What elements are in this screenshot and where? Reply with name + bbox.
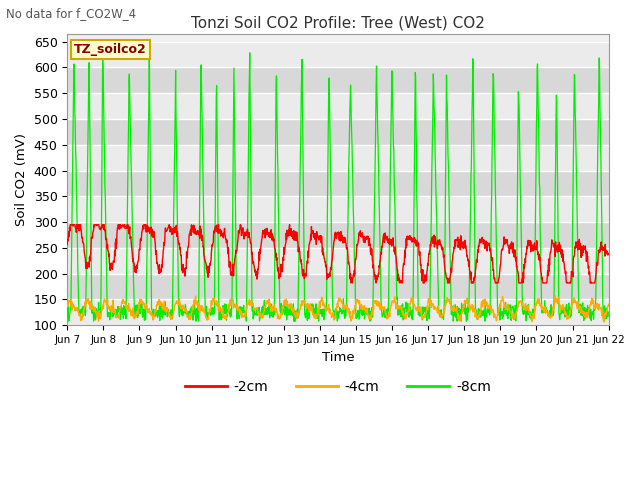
Bar — [67, 42, 609, 68]
Bar — [67, 248, 609, 274]
Legend: -2cm, -4cm, -8cm: -2cm, -4cm, -8cm — [179, 375, 497, 400]
Bar — [67, 274, 609, 300]
Bar — [67, 93, 609, 119]
Y-axis label: Soil CO2 (mV): Soil CO2 (mV) — [15, 133, 28, 226]
Text: No data for f_CO2W_4: No data for f_CO2W_4 — [6, 7, 136, 20]
Bar — [67, 222, 609, 248]
Title: Tonzi Soil CO2 Profile: Tree (West) CO2: Tonzi Soil CO2 Profile: Tree (West) CO2 — [191, 15, 485, 30]
Bar — [67, 196, 609, 222]
Bar — [67, 119, 609, 145]
Bar — [67, 68, 609, 93]
Bar — [67, 300, 609, 325]
Text: TZ_soilco2: TZ_soilco2 — [74, 43, 147, 56]
Bar — [67, 145, 609, 170]
Bar — [67, 170, 609, 196]
X-axis label: Time: Time — [322, 350, 355, 363]
